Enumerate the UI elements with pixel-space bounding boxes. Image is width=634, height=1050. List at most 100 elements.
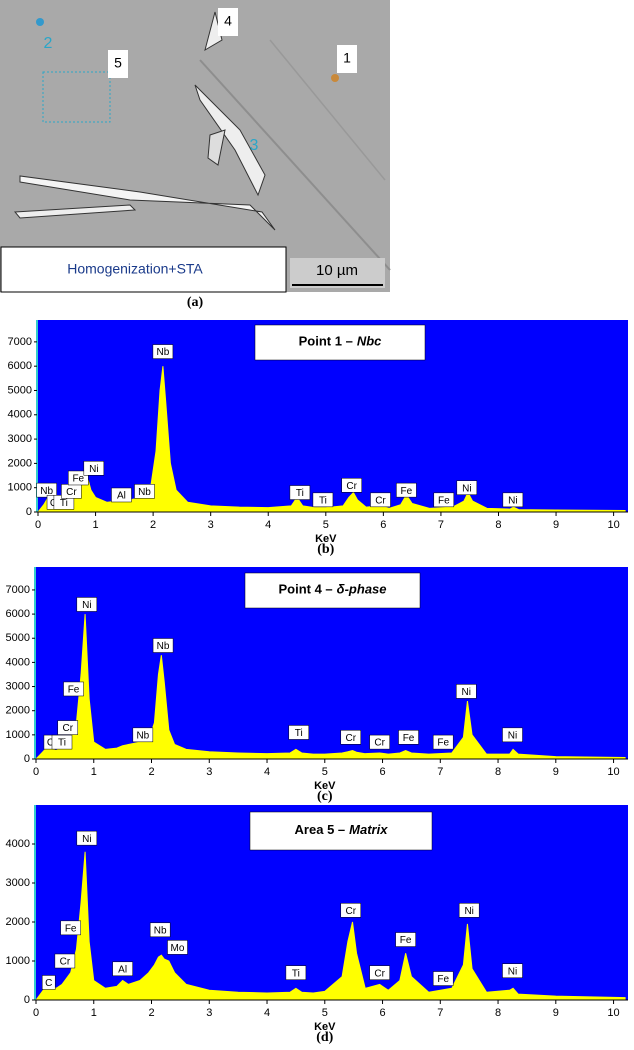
- x-axis-label: KeV: [315, 533, 337, 545]
- peak-label-box: [36, 482, 57, 498]
- peak-label-box: [433, 492, 455, 508]
- peak-label: Ti: [296, 488, 304, 499]
- y-tick-label: 7000: [6, 584, 30, 596]
- x-tick-label: 1: [91, 766, 97, 778]
- peak-label: Ni: [462, 687, 471, 698]
- grain-boundary: [199, 59, 391, 271]
- y-tick-label: 1000: [6, 729, 30, 741]
- peak-label-box: [456, 480, 478, 495]
- peak-label: Ni: [508, 495, 517, 506]
- spectrum: [35, 851, 626, 1001]
- title-italic: Matrix: [349, 822, 388, 837]
- x-tick-label: 6: [379, 1007, 385, 1019]
- peak-label-box: [51, 734, 73, 750]
- peak-label: Ni: [89, 464, 98, 475]
- peak-label: Cr: [374, 968, 385, 979]
- point-label: 3: [250, 137, 259, 154]
- x-tick-label: 1: [92, 519, 98, 531]
- y-tick-label: 6000: [8, 360, 32, 372]
- panel-label: (b): [317, 542, 334, 557]
- peak-label-box: [149, 922, 171, 938]
- peak-label-box: [312, 492, 334, 508]
- peak-label: Mo: [171, 943, 185, 954]
- peak-label-box: [152, 344, 174, 359]
- y-tick-label: 6000: [6, 608, 30, 620]
- y-tick-label: 2000: [8, 457, 32, 469]
- peak-label-box: [76, 830, 98, 846]
- peak-label-box: [289, 485, 311, 500]
- peak-label: C: [45, 978, 52, 989]
- peak-label-box: [285, 965, 307, 980]
- peak-label: Fe: [400, 935, 412, 946]
- y-tick-label: 0: [26, 506, 32, 518]
- x-tick-label: 7: [437, 1007, 443, 1019]
- peak-label-box: [502, 492, 524, 508]
- x-axis-label: KeV: [314, 780, 336, 792]
- peak-label: Cr: [66, 487, 77, 498]
- peak-label: Ni: [82, 834, 91, 845]
- peak-label-box: [288, 725, 310, 740]
- peak-label: Fe: [437, 738, 449, 749]
- title-main: Point 1 –: [299, 334, 353, 349]
- caption: Homogenization+STA: [67, 261, 203, 277]
- peak-label: Cr: [60, 957, 71, 968]
- peak-label: Ni: [464, 906, 473, 917]
- x-tick-label: 0: [35, 519, 41, 531]
- peak-label-box: [458, 903, 480, 918]
- spectrum: [34, 614, 626, 760]
- peak-label-box: [41, 975, 56, 990]
- peak-label: Ti: [292, 968, 300, 979]
- peak-label: Ti: [295, 728, 303, 739]
- peak-label-box: [167, 940, 188, 955]
- area-box: [42, 71, 111, 123]
- y-tick-label: 2000: [6, 916, 30, 928]
- y-tick-label: 7000: [8, 336, 32, 348]
- peak-label: Nb: [157, 347, 170, 358]
- peak-label-box: [340, 730, 362, 745]
- precipitate: [207, 129, 226, 166]
- title-italic: δ-phase: [337, 582, 387, 597]
- caption-box: [0, 246, 287, 293]
- scale-box: [290, 258, 385, 288]
- peak-label: Fe: [72, 474, 84, 485]
- y-tick-label: 4000: [6, 656, 30, 668]
- y-tick-label: 5000: [6, 632, 30, 644]
- peak-label-box: [432, 734, 454, 750]
- label-box: [337, 45, 357, 73]
- peak-label-box: [63, 681, 84, 697]
- peak-label: Ni: [82, 600, 91, 611]
- x-tick-label: 2: [148, 766, 154, 778]
- y-tick-label: 3000: [8, 433, 32, 445]
- peak-label: Fe: [401, 486, 413, 497]
- peak-label: Cr: [375, 495, 386, 506]
- y-tick-label: 4000: [8, 409, 32, 421]
- peak-label: Fe: [65, 923, 77, 934]
- peak-label: C: [47, 738, 54, 749]
- grain-boundary: [269, 39, 386, 181]
- peak-label: Ti: [319, 495, 327, 506]
- precipitate: [194, 84, 266, 197]
- x-tick-label: 0: [33, 766, 39, 778]
- y-tick-label: 1000: [6, 955, 30, 967]
- x-tick-label: 5: [323, 519, 329, 531]
- panel-label: (c): [317, 789, 333, 804]
- micrograph: 1 2 3 4 5 Homogenization+STA 10 µm (a): [0, 0, 391, 310]
- peak-label: Nb: [157, 641, 170, 652]
- x-tick-label: 2: [150, 519, 156, 531]
- peak-label-box: [502, 727, 523, 743]
- peak-label: Nb: [138, 487, 151, 498]
- x-tick-label: 10: [607, 766, 619, 778]
- peak-label-box: [456, 684, 477, 699]
- peak-label: Nb: [40, 486, 53, 497]
- x-tick-label: 8: [495, 1007, 501, 1019]
- peak-label-box: [112, 961, 133, 977]
- peak-label-box: [369, 965, 390, 980]
- scale-label: 10 µm: [316, 262, 358, 279]
- peak-label: Nb: [154, 925, 167, 936]
- y-tick-label: 0: [24, 753, 30, 765]
- peak-label: Cr: [346, 481, 357, 492]
- x-tick-label: 3: [206, 766, 212, 778]
- peak-label-box: [341, 478, 362, 493]
- y-tick-label: 0: [24, 994, 30, 1006]
- x-tick-label: 10: [607, 519, 619, 531]
